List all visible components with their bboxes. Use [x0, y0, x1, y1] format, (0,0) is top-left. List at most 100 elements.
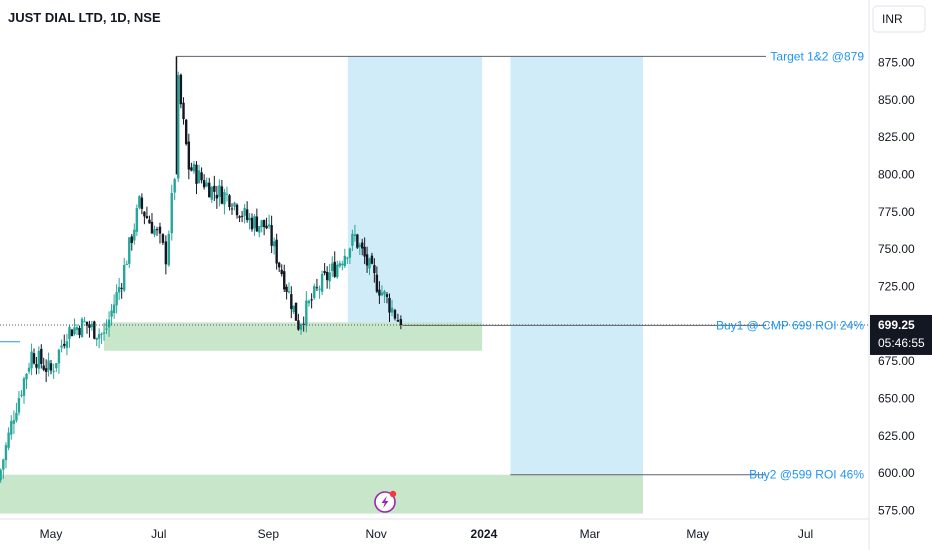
candle-body: [290, 294, 293, 310]
candle-body: [307, 300, 311, 304]
candle-body: [305, 300, 308, 326]
candle-body: [49, 363, 53, 371]
candle-body: [145, 216, 149, 219]
candle-body: [177, 75, 180, 179]
time-tick-label: Jul: [151, 527, 166, 541]
candle-body: [135, 208, 139, 232]
candle-body: [341, 263, 344, 266]
candle-body: [363, 246, 366, 257]
candle-body: [40, 348, 43, 364]
candle-body: [280, 269, 283, 275]
candle-body: [182, 102, 185, 120]
currency-button[interactable]: INR: [872, 5, 926, 33]
candle-body: [356, 234, 359, 248]
candle-body: [170, 193, 173, 234]
candle-body: [299, 324, 303, 330]
candle-body: [80, 318, 84, 338]
candle-body: [225, 193, 229, 195]
candle-body: [399, 319, 403, 325]
candle-body: [20, 394, 23, 396]
candle-body: [195, 164, 198, 184]
candle-body: [215, 194, 219, 199]
candle-body: [255, 216, 259, 232]
candle-body: [30, 351, 33, 369]
candle-body: [228, 195, 231, 208]
candle-body: [323, 270, 326, 274]
candle-body: [150, 222, 154, 234]
candle-body: [333, 261, 336, 277]
candle-body: [393, 310, 397, 319]
price-axis[interactable]: 875.00 850.00 825.00 800.00 775.00 750.00 725.…: [878, 55, 915, 517]
price-tick-label: 825.00: [878, 130, 915, 144]
candle-body: [0, 469, 2, 481]
candle-body: [270, 225, 273, 246]
candle-body: [164, 241, 168, 265]
buy-zone-4[interactable]: [0, 474, 643, 514]
candle-body: [128, 237, 131, 264]
candle-body: [27, 367, 31, 372]
candle-body: [97, 334, 101, 339]
candle-body: [205, 182, 208, 187]
candle-body: [123, 265, 126, 291]
candle-body: [44, 368, 48, 372]
candle-body: [292, 305, 295, 313]
target-zone-2[interactable]: [510, 56, 643, 475]
candle-body: [22, 378, 26, 396]
candle-body: [287, 291, 291, 293]
last-price-label: 699.25: [878, 318, 915, 332]
candle-body: [238, 216, 241, 218]
target-zone-1[interactable]: [347, 56, 483, 324]
price-tick-label: 875.00: [878, 55, 915, 69]
candle-body: [55, 363, 58, 369]
candle-body: [375, 274, 379, 292]
candle-body: [7, 432, 10, 448]
time-tick-label: Sep: [258, 527, 280, 541]
candle-body: [200, 172, 203, 181]
level-label-target[interactable]: Target 1&2 @879: [770, 49, 864, 63]
candle-body: [385, 294, 389, 297]
candle-body: [338, 263, 341, 267]
candle-body: [105, 328, 108, 330]
candle-body: [272, 241, 276, 247]
price-tick-label: 650.00: [878, 392, 915, 406]
candle-body: [78, 328, 81, 336]
candle-body: [153, 229, 156, 235]
candle-body: [396, 319, 400, 322]
candle-body: [353, 234, 357, 237]
level-label-buy1[interactable]: Buy1 @ CMP 699 ROI 24%: [716, 318, 864, 332]
buy-zone-3[interactable]: [104, 322, 483, 351]
candle-body: [12, 420, 16, 424]
price-tick-label: 775.00: [878, 205, 915, 219]
candle-body: [60, 345, 63, 348]
candle-body: [380, 292, 384, 296]
candle-body: [83, 321, 86, 323]
candle-body: [167, 233, 171, 266]
bar-countdown-label: 05:46:55: [878, 336, 925, 350]
candle-body: [110, 310, 113, 317]
candle-body: [325, 271, 329, 281]
price-tick-label: 750.00: [878, 242, 915, 256]
candle-body: [93, 321, 96, 339]
candle-body: [294, 302, 298, 321]
candle-body: [240, 215, 244, 217]
candle-body: [388, 297, 391, 313]
lightning-icon[interactable]: [374, 490, 397, 513]
candle-body: [253, 216, 256, 229]
candle-body: [190, 167, 193, 171]
candle-body: [310, 299, 313, 301]
candle-body: [133, 229, 136, 241]
time-axis[interactable]: May Jul Sep Nov 2024 Mar May Jul: [40, 527, 813, 541]
candle-body: [315, 287, 319, 289]
candle-body: [218, 185, 221, 197]
candle-body: [57, 349, 61, 364]
candle-body: [143, 211, 146, 217]
candle-body: [331, 263, 334, 271]
currency-label: INR: [882, 12, 903, 26]
candle-body: [63, 343, 66, 346]
level-label-buy2[interactable]: Buy2 @599 ROI 46%: [749, 468, 864, 482]
candle-body: [187, 141, 191, 170]
zones-layer: [0, 56, 643, 514]
candle-body: [42, 365, 45, 370]
candle-body: [25, 373, 28, 380]
